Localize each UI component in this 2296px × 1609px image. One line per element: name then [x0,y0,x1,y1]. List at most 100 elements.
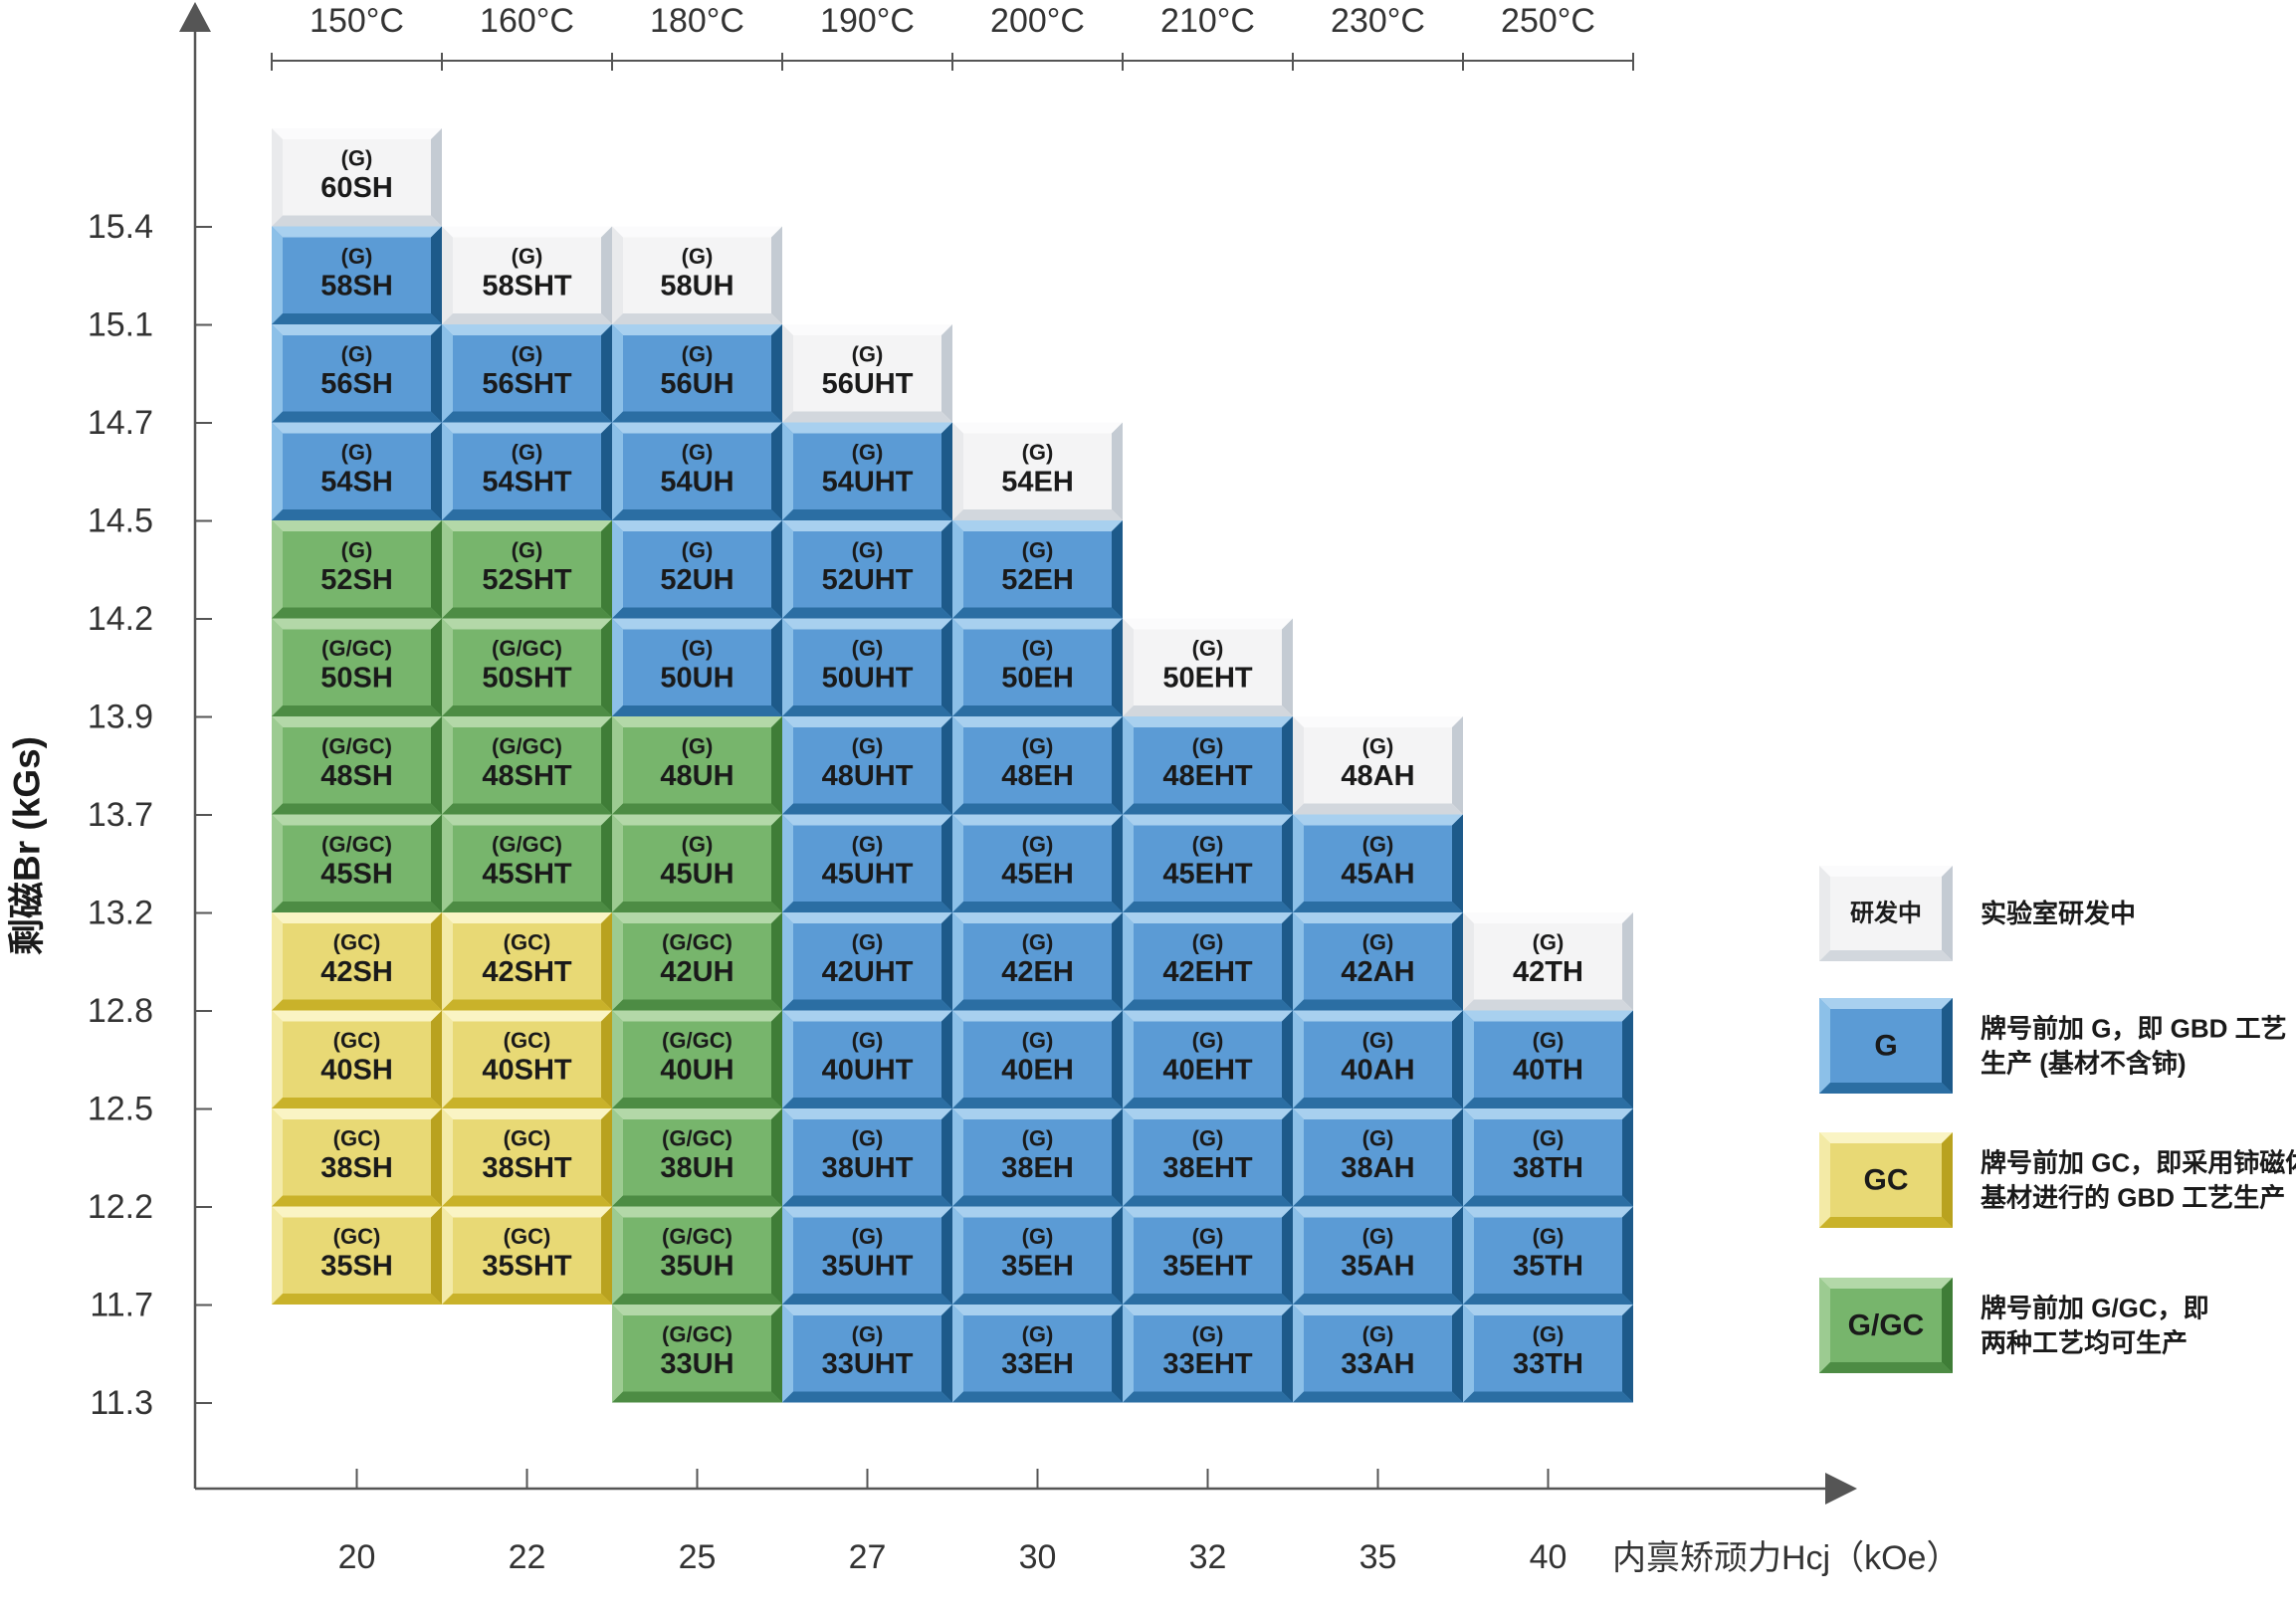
grade-label: 48UHT [822,760,914,792]
grade-label: 48EHT [1162,760,1253,792]
grade-cell: (G)56SHT [442,324,612,423]
grade-cell: (G)35EH [952,1206,1123,1305]
grade-prefix: (G) [1192,930,1224,955]
grade-cell: (GC)35SH [272,1206,442,1305]
temperature-label: 160°C [480,2,574,40]
y-tick-label: 13.7 [88,796,153,834]
grade-label: 58SH [320,271,393,302]
grade-cell: (G/GC)50SH [272,618,442,716]
temperature-label: 180°C [650,2,744,40]
grade-label: 42EHT [1162,956,1253,988]
grade-prefix: (G/GC) [662,1224,732,1249]
legend-swatch: G [1819,998,1953,1094]
grade-prefix: (G/GC) [492,636,562,661]
grade-prefix: (G) [1533,1322,1565,1347]
grade-prefix: (GC) [504,930,551,955]
grade-cell: (G)33EH [952,1305,1123,1403]
axes: 15.4 15.1 14.7 14.5 14.2 13.9 13.7 13.2 12.8 12.5… [7,2,1960,1577]
grade-grid: (G)60SH(G)58SH(G)56SH(G)54SH(G)52SH(G/GC… [272,128,1633,1403]
grade-cell: (G/GC)40UH [612,1010,782,1108]
grade-prefix: (G) [682,832,714,857]
y-axis-arrow [179,2,211,32]
grade-cell: (G/GC)42UH [612,912,782,1011]
grade-prefix: (G) [852,342,884,367]
y-tick-label: 11.7 [90,1287,153,1324]
temperature-label: 200°C [990,2,1085,40]
grade-cell: (G)54SHT [442,422,612,520]
grade-prefix: (G) [1192,734,1224,759]
grade-cell: (G)42AH [1293,912,1463,1011]
temperature-label: 210°C [1160,2,1255,40]
grade-prefix: (G) [341,342,373,367]
grade-cell: (G)42EHT [1123,912,1293,1011]
grade-cell: (G)33UHT [782,1305,952,1403]
grade-prefix: (G) [682,342,714,367]
grade-cell: (G/GC)33UH [612,1305,782,1403]
grade-cell: (G)54SH [272,422,442,520]
grade-label: 50SH [320,663,393,695]
grade-label: 42SH [320,956,393,988]
grade-prefix: (G) [682,440,714,465]
grade-label: 50EH [1001,663,1074,695]
grade-label: 40EHT [1162,1055,1253,1087]
y-tick-label: 14.2 [88,600,153,638]
grade-label: 54UH [660,467,733,499]
grade-cell: (G)60SH [272,128,442,227]
grade-label: 56UHT [822,368,914,400]
legend-swatch: G/GC [1819,1278,1953,1373]
grade-label: 45UH [660,859,733,891]
legend-swatch: 研发中 [1819,866,1953,961]
grade-prefix: (GC) [333,1224,381,1249]
grade-prefix: (G) [852,734,884,759]
x-axis-title: 内禀矫顽力Hcj（kOe） [1612,1539,1960,1577]
grade-label: 40SH [320,1055,393,1087]
grade-cell: (G)33EHT [1123,1305,1293,1403]
grade-label: 48SH [320,760,393,792]
grade-cell: (G)38EH [952,1108,1123,1207]
grade-label: 40UHT [822,1055,914,1087]
grade-prefix: (G) [1192,1224,1224,1249]
grade-cell: (G)56UH [612,324,782,423]
grade-cell: (G)54UH [612,422,782,520]
grade-label: 40UH [660,1055,733,1087]
grade-label: 35SHT [482,1251,572,1283]
grade-prefix: (G) [1192,1028,1224,1053]
grade-label: 38TH [1513,1152,1583,1184]
legend-key-label: G [1874,1030,1897,1063]
grade-label: 45EH [1001,859,1074,891]
grade-label: 45UHT [822,859,914,891]
grade-label: 48SHT [482,760,572,792]
grade-prefix: (G) [852,930,884,955]
grade-label: 42UHT [822,956,914,988]
grade-cell: (G)58UH [612,226,782,324]
grade-cell: (G)33TH [1463,1305,1633,1403]
grade-label: 38UH [660,1152,733,1184]
grade-label: 42AH [1341,956,1414,988]
grade-label: 35TH [1513,1251,1583,1283]
grade-label: 60SH [320,172,393,204]
grade-cell: (G/GC)35UH [612,1206,782,1305]
grade-prefix: (G) [1022,636,1054,661]
x-tick-label: 35 [1359,1538,1397,1576]
grade-label: 54UHT [822,467,914,499]
grade-prefix: (G) [1362,930,1394,955]
grade-label: 54EH [1001,467,1074,499]
grade-prefix: (G) [1022,1322,1054,1347]
grade-prefix: (G/GC) [662,1028,732,1053]
x-tick-label: 40 [1530,1538,1567,1576]
grade-cell: (G)42TH [1463,912,1633,1011]
grade-prefix: (G) [852,1322,884,1347]
grade-label: 50UH [660,663,733,695]
grade-prefix: (G) [1192,636,1224,661]
grade-cell: (G)52EH [952,520,1123,619]
grade-cell: (G)45EH [952,814,1123,912]
grade-label: 33UHT [822,1348,914,1380]
grade-prefix: (G/GC) [321,832,392,857]
grade-prefix: (G) [1192,832,1224,857]
grade-cell: (G/GC)45SH [272,814,442,912]
grade-cell: (G)50EH [952,618,1123,716]
grade-label: 35EHT [1162,1251,1253,1283]
grade-cell: (GC)38SHT [442,1108,612,1207]
grade-cell: (G)40AH [1293,1010,1463,1108]
y-tick-label: 11.3 [90,1384,153,1422]
